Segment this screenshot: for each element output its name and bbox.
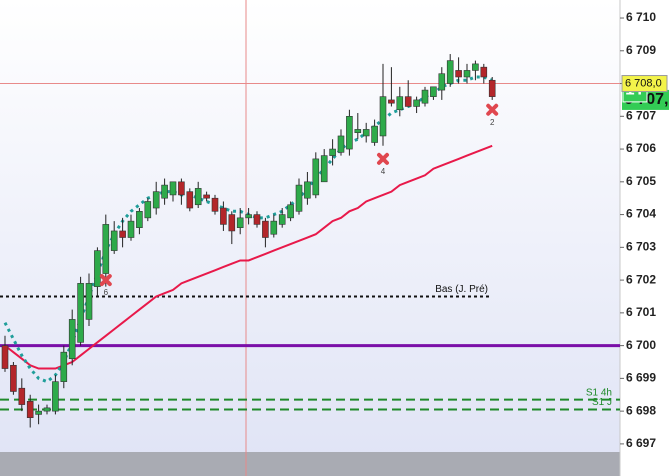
- y-tick-label: 6 702: [626, 272, 656, 286]
- y-tick-label: 6 705: [626, 174, 656, 188]
- candle-body: [94, 250, 101, 287]
- y-tick-label: 6 701: [626, 305, 656, 319]
- candle-body: [228, 214, 236, 232]
- candle-body: [278, 214, 286, 225]
- candle-body: [85, 283, 93, 320]
- candle-body: [26, 401, 34, 418]
- candle-body: [354, 129, 362, 133]
- y-tick-label: 6 707: [626, 108, 656, 122]
- candle-body: [337, 135, 345, 153]
- candle-body: [304, 181, 311, 199]
- candle-body: [60, 351, 68, 382]
- crosshair-price-label: 6 708,0: [625, 77, 662, 89]
- candle-body: [480, 66, 488, 78]
- plot: 6 697 6 698 6 699 6 700 6 701 6 702 6 703 6 704…: [0, 10, 669, 450]
- candle-body: [186, 191, 194, 209]
- y-tick-label: 6 697: [626, 436, 656, 450]
- candle-body: [52, 381, 59, 412]
- y-tick-label: 6 706: [626, 141, 656, 155]
- crosshair-price-box: [621, 75, 668, 93]
- signal-marker: [377, 152, 389, 165]
- candle-body: [220, 207, 227, 225]
- candle-body: [127, 220, 135, 238]
- y-tick-label: 6 703: [626, 240, 656, 254]
- candle-body: [320, 155, 328, 183]
- candle-body: [388, 99, 395, 104]
- candle-body: [43, 407, 51, 412]
- plot-background: [0, 0, 620, 476]
- candle-body: [1, 345, 9, 369]
- candle-body: [421, 89, 429, 104]
- candle-body: [194, 188, 202, 206]
- candle-body: [396, 96, 404, 111]
- candle-body: [270, 220, 278, 235]
- level-label: Bas (J. Pré): [435, 284, 488, 295]
- y-tick-label: 6 704: [626, 207, 656, 221]
- candle-body: [362, 129, 370, 137]
- y-tick-label: 6 700: [626, 338, 656, 352]
- signal-label: 2: [490, 118, 495, 127]
- candle-body: [178, 181, 185, 196]
- signal-marker: [99, 274, 112, 287]
- level-label: S1 J: [592, 397, 612, 408]
- y-tick-label: 6 699: [626, 371, 656, 385]
- candle-body: [152, 191, 160, 209]
- candle-body: [10, 364, 17, 392]
- candle-body: [379, 96, 387, 137]
- candle-body: [77, 283, 84, 343]
- candle-body: [346, 115, 353, 150]
- candle-body: [329, 148, 336, 156]
- candle-body: [455, 70, 462, 78]
- candle-body: [463, 70, 471, 78]
- signal-label: 4: [381, 167, 386, 176]
- candle-body: [488, 79, 496, 97]
- candle-body: [371, 125, 378, 143]
- candle-body: [245, 214, 252, 219]
- candle-body: [236, 217, 244, 228]
- candle-body: [430, 86, 437, 97]
- moving-average: [4, 144, 493, 370]
- candle-body: [438, 73, 446, 91]
- candle-body: [110, 230, 118, 251]
- signal-label: 6: [104, 288, 109, 297]
- candle-body: [18, 387, 26, 405]
- candle-body: [312, 158, 320, 196]
- bottom-bar: [0, 452, 620, 476]
- candle-body: [161, 184, 168, 199]
- candle-body: [203, 194, 210, 199]
- y-tick-label: 6 698: [626, 403, 656, 417]
- candle-body: [472, 63, 479, 71]
- candle-body: [253, 214, 261, 225]
- candle-body: [295, 184, 303, 212]
- candle-body: [35, 410, 42, 415]
- candle-body: [413, 99, 420, 107]
- candle-body: [404, 96, 412, 107]
- candle-body: [262, 220, 269, 238]
- y-tick-label: 6 710: [626, 10, 656, 24]
- signal-marker: [486, 103, 499, 116]
- candle-body: [287, 204, 294, 219]
- candle-body: [102, 224, 110, 274]
- candle-body: [446, 60, 454, 84]
- candle-body: [136, 211, 143, 228]
- y-tick-label: 6 709: [626, 43, 656, 57]
- level-label: S1 4h: [586, 387, 612, 398]
- candle-body: [144, 201, 152, 219]
- candle-body: [119, 230, 126, 238]
- candle-body: [211, 197, 219, 212]
- candle-body: [68, 319, 76, 360]
- candle-body: [169, 181, 177, 196]
